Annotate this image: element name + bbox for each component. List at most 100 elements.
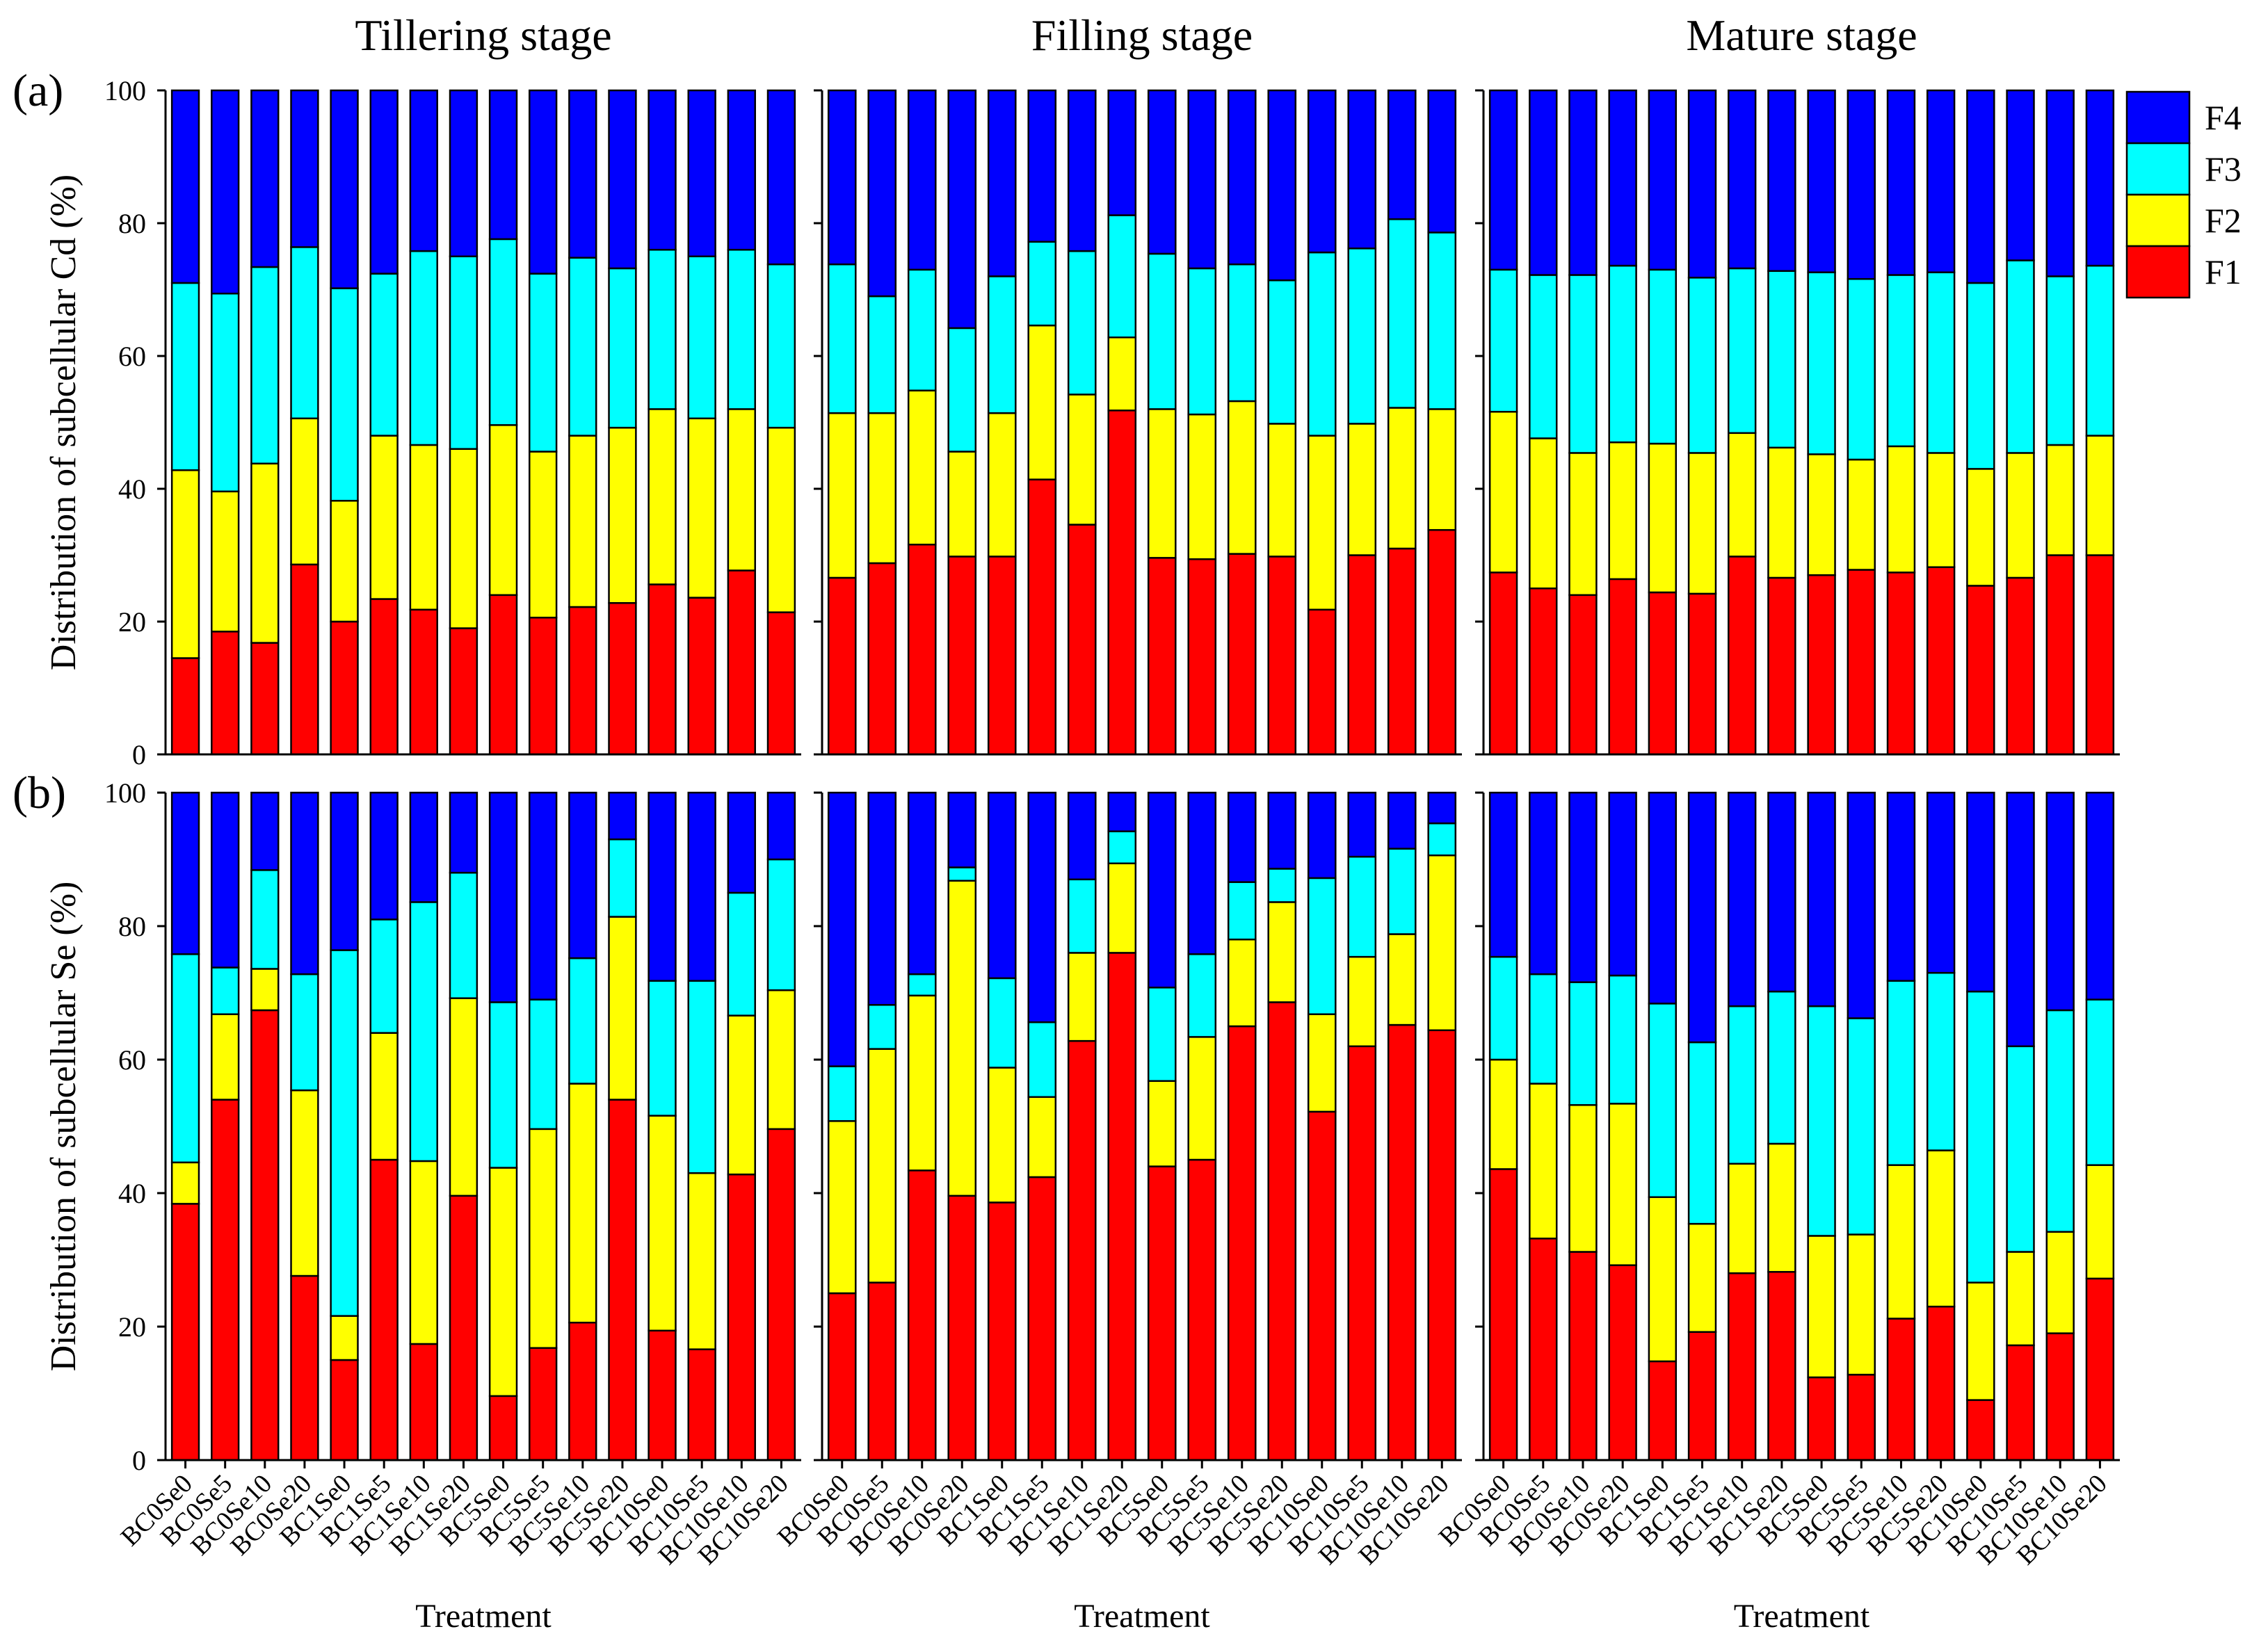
bar-segment-f4: [1027, 89, 1057, 243]
bar-segment-f3: [1488, 268, 1518, 413]
bar-segment-f2: [449, 448, 478, 629]
y-tick-label: 40: [118, 1178, 146, 1209]
bar-segment-f2: [1608, 1103, 1637, 1266]
bar-segment-f1: [727, 1173, 756, 1461]
bar-segment-f4: [369, 89, 399, 275]
bar-segment-f1: [369, 598, 399, 756]
bar-segment-f1: [488, 594, 518, 756]
bar-segment-f1: [1687, 1331, 1717, 1461]
bar-segment-f3: [766, 263, 796, 429]
bar-segment-f3: [1427, 232, 1457, 410]
legend-swatch-f4: [2125, 90, 2191, 145]
bar-segment-f3: [211, 966, 240, 1015]
bar-segment-f3: [1267, 279, 1297, 425]
bar-segment-f1: [1147, 1165, 1177, 1461]
bar-segment-f1: [987, 556, 1017, 756]
bar-segment-f1: [1767, 576, 1796, 756]
bar-segment-f1: [1387, 547, 1417, 756]
bar-segment-f2: [648, 408, 677, 585]
bar-segment-f1: [1347, 1045, 1377, 1461]
bar-segment-f1: [1227, 1025, 1257, 1461]
bar-segment-f1: [2006, 576, 2035, 756]
bar-segment-f1: [827, 1292, 857, 1461]
bar-segment-f3: [170, 953, 200, 1164]
bar-segment-f4: [727, 791, 756, 894]
bar-segment-f1: [1648, 591, 1678, 756]
bar-segment-f2: [867, 412, 897, 565]
bar-segment-f1: [987, 1201, 1017, 1461]
bar-segment-f1: [2006, 1344, 2035, 1461]
bar-segment-f2: [727, 408, 756, 572]
bar-segment-f2: [1648, 1196, 1678, 1363]
bar-segment-f4: [1687, 791, 1717, 1044]
bar-segment-f2: [250, 968, 280, 1012]
bar-segment-f1: [2085, 1277, 2115, 1461]
bar-segment-f4: [1966, 791, 1995, 993]
bar-segment-f2: [608, 426, 637, 604]
bar-segment-f3: [330, 949, 359, 1317]
bar-segment-f3: [290, 246, 319, 420]
bar-segment-f1: [1568, 594, 1598, 756]
bar-segment-f4: [1147, 89, 1177, 255]
bar-segment-f4: [766, 89, 796, 266]
bar-segment-f1: [529, 1347, 558, 1461]
bar-segment-f3: [867, 295, 897, 414]
bar-segment-f3: [867, 1004, 897, 1050]
bar-segment-f3: [1687, 1041, 1717, 1225]
bar-segment-f3: [947, 866, 977, 882]
bar-segment-f4: [1807, 89, 1836, 273]
bar-segment-f1: [947, 556, 977, 756]
bar-segment-f4: [907, 791, 937, 975]
bar-segment-f4: [648, 89, 677, 251]
bar-segment-f4: [1187, 791, 1217, 955]
bar-segment-f4: [1307, 791, 1337, 880]
bar-segment-f3: [987, 275, 1017, 414]
bar-segment-f1: [947, 1195, 977, 1461]
bar-segment-f2: [488, 424, 518, 597]
bar-segment-f4: [290, 89, 319, 248]
bar-segment-f3: [1067, 878, 1097, 954]
bar-segment-f2: [1847, 458, 1876, 571]
bar-segment-f2: [1187, 1036, 1217, 1161]
bar-segment-f4: [1529, 791, 1558, 975]
bar-segment-f2: [330, 499, 359, 623]
bar-segment-f1: [250, 1009, 280, 1461]
bar-segment-f4: [827, 791, 857, 1067]
bar-segment-f3: [1107, 830, 1137, 865]
bar-segment-f2: [2085, 1164, 2115, 1280]
bar-segment-f1: [1307, 1110, 1337, 1461]
bar-segment-f1: [1387, 1023, 1417, 1461]
bar-segment-f3: [727, 891, 756, 1017]
bar-segment-f3: [449, 871, 478, 999]
bar-segment-f4: [987, 791, 1017, 980]
bar-segment-f1: [211, 1099, 240, 1461]
bar-segment-f3: [1227, 263, 1257, 403]
bar-segment-f4: [1966, 89, 1995, 284]
bar-segment-f2: [1886, 445, 1916, 574]
bar-segment-f2: [1767, 446, 1796, 579]
bar-segment-f4: [727, 89, 756, 251]
bar-segment-f2: [1427, 854, 1457, 1032]
y-tick-label: 80: [118, 911, 146, 942]
bar-segment-f4: [211, 791, 240, 969]
bar-segment-f3: [1767, 990, 1796, 1145]
bar-segment-f3: [2045, 275, 2075, 446]
bar-segment-f4: [1847, 89, 1876, 280]
bar-segment-f4: [608, 791, 637, 841]
bar-segment-f2: [827, 412, 857, 579]
bar-segment-f2: [290, 417, 319, 566]
bar-segment-f2: [1187, 413, 1217, 560]
bar-segment-f4: [1187, 89, 1217, 270]
bar-segment-f2: [907, 389, 937, 546]
bar-segment-f1: [568, 1321, 597, 1461]
bar-segment-f4: [2085, 89, 2115, 267]
bar-segment-f1: [1966, 585, 1995, 756]
bar-segment-f3: [488, 238, 518, 426]
bar-segment-f3: [1966, 990, 1995, 1283]
bar-segment-f3: [250, 266, 280, 464]
bar-segment-f4: [1387, 89, 1417, 220]
bar-segment-f4: [687, 89, 716, 257]
bar-segment-f3: [1648, 268, 1678, 445]
bar-segment-f4: [2085, 791, 2115, 1001]
bar-segment-f1: [1847, 1373, 1876, 1461]
